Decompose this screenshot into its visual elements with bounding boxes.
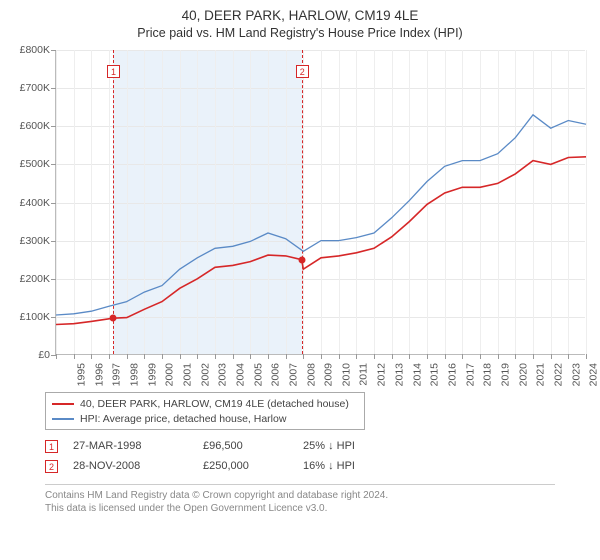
y-axis-label: £100K [10,311,50,323]
x-axis-label: 2008 [305,363,317,386]
attribution-footer: Contains HM Land Registry data © Crown c… [45,484,555,515]
x-axis-label: 2016 [446,363,458,386]
legend-label: 40, DEER PARK, HARLOW, CM19 4LE (detache… [80,398,349,410]
x-axis-label: 2000 [164,363,176,386]
y-axis-label: £400K [10,197,50,209]
legend-label: HPI: Average price, detached house, Harl… [80,413,286,425]
x-axis-label: 2003 [217,363,229,386]
x-axis-label: 2004 [234,363,246,386]
chart-area: 12 £0 £100K £200K £300K £400K £500K £600K £700K… [10,50,590,390]
note-row: 1 27-MAR-1998£96,50025% ↓ HPI [45,436,590,456]
legend-box: 40, DEER PARK, HARLOW, CM19 4LE (detache… [45,392,365,430]
sale-notes: 1 27-MAR-1998£96,50025% ↓ HPI 2 28-NOV-2008… [45,436,590,476]
x-axis-label: 2006 [270,363,282,386]
x-axis-label: 2018 [482,363,494,386]
x-axis-label: 2020 [517,363,529,386]
x-axis-label: 2001 [181,363,193,386]
x-axis-label: 2007 [287,363,299,386]
x-axis-label: 1999 [146,363,158,386]
x-axis-label: 2022 [552,363,564,386]
x-axis-label: 2009 [323,363,335,386]
y-axis-label: £500K [10,158,50,170]
y-axis-label: £600K [10,120,50,132]
x-axis-label: 2017 [464,363,476,386]
chart-container: 40, DEER PARK, HARLOW, CM19 4LE Price pa… [0,0,600,560]
note-marker-box: 1 [45,440,58,453]
chart-title: 40, DEER PARK, HARLOW, CM19 4LE [10,8,590,23]
x-axis-label: 2011 [357,363,369,386]
x-axis-label: 2005 [252,363,264,386]
x-axis-label: 2012 [376,363,388,386]
x-axis-label: 2024 [588,363,600,386]
x-axis-label: 2002 [199,363,211,386]
series-svg [56,50,586,355]
chart-subtitle: Price paid vs. HM Land Registry's House … [10,26,590,40]
legend-swatch [52,403,74,405]
x-axis-label: 2014 [411,363,423,386]
y-axis-label: £200K [10,273,50,285]
x-axis-label: 1996 [93,363,105,386]
legend-item: 40, DEER PARK, HARLOW, CM19 4LE (detache… [52,396,358,411]
note-row: 2 28-NOV-2008£250,00016% ↓ HPI [45,456,590,476]
y-axis-label: £300K [10,235,50,247]
note-marker-box: 2 [45,460,58,473]
legend-item: HPI: Average price, detached house, Harl… [52,411,358,426]
x-axis-label: 2023 [570,363,582,386]
x-axis-label: 2019 [499,363,511,386]
plot-region: 12 [55,50,585,355]
note-price: £96,500 [203,440,303,452]
x-axis-label: 1998 [128,363,140,386]
note-date: 28-NOV-2008 [73,460,203,472]
x-axis-label: 2013 [393,363,405,386]
note-date: 27-MAR-1998 [73,440,203,452]
series-hpi [56,115,586,315]
footer-line-2: This data is licensed under the Open Gov… [45,503,327,514]
note-diff: 16% ↓ HPI [303,460,423,472]
footer-line-1: Contains HM Land Registry data © Crown c… [45,490,388,501]
x-axis-label: 2010 [340,363,352,386]
note-diff: 25% ↓ HPI [303,440,423,452]
x-axis-label: 1995 [75,363,87,386]
x-axis-label: 1997 [111,363,123,386]
y-axis-label: £700K [10,82,50,94]
x-axis-label: 2015 [429,363,441,386]
x-axis-label: 2021 [535,363,547,386]
note-price: £250,000 [203,460,303,472]
y-axis-label: £0 [10,349,50,361]
y-axis-label: £800K [10,44,50,56]
legend-swatch [52,418,74,420]
